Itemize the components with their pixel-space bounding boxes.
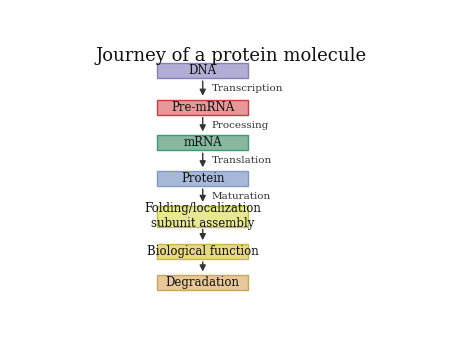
Text: DNA: DNA <box>189 64 217 77</box>
Text: Biological function: Biological function <box>147 245 259 258</box>
Text: Transcription: Transcription <box>212 84 283 94</box>
Text: Translation: Translation <box>212 156 272 165</box>
Text: mRNA: mRNA <box>183 136 222 149</box>
FancyBboxPatch shape <box>158 244 248 259</box>
Text: Processing: Processing <box>212 121 269 129</box>
FancyBboxPatch shape <box>158 275 248 290</box>
FancyBboxPatch shape <box>158 63 248 78</box>
FancyBboxPatch shape <box>158 171 248 186</box>
Text: Pre-mRNA: Pre-mRNA <box>171 101 234 114</box>
Text: Maturation: Maturation <box>212 192 271 200</box>
Text: Folding/localization
subunit assembly: Folding/localization subunit assembly <box>144 202 261 230</box>
FancyBboxPatch shape <box>158 100 248 115</box>
FancyBboxPatch shape <box>158 135 248 150</box>
Text: Degradation: Degradation <box>166 276 240 289</box>
FancyBboxPatch shape <box>158 206 248 227</box>
Text: Protein: Protein <box>181 172 225 185</box>
Text: Journey of a protein molecule: Journey of a protein molecule <box>95 47 366 65</box>
